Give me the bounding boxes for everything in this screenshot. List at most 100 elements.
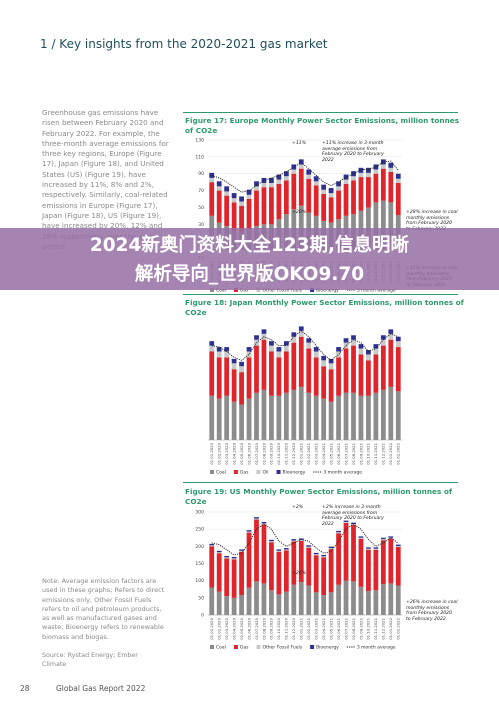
bar-segment (276, 549, 282, 551)
bar-segment (373, 548, 379, 550)
bar-segment (261, 187, 267, 225)
bar-segment (336, 530, 341, 533)
bar-segment (269, 542, 274, 591)
bar-segment (239, 550, 244, 552)
bar-segment (321, 398, 327, 440)
bar-segment (261, 329, 267, 334)
x-tick-label: 01.08.2021 (351, 617, 356, 639)
bar-segment (209, 587, 215, 615)
bar-segment (343, 348, 349, 393)
bar-segment (216, 553, 222, 592)
bar-segment (276, 183, 282, 220)
bar-segment (254, 186, 259, 191)
bar-segment (283, 341, 289, 346)
bar-segment (224, 558, 230, 597)
x-tick-label: 01.08.2020 (261, 442, 266, 464)
bar-segment (209, 543, 215, 546)
bar-segment (366, 172, 371, 178)
bar-segment (298, 159, 304, 165)
note: Note: Average emission factors are used … (42, 577, 165, 641)
x-tick-label: 01.11.2020 (284, 617, 289, 639)
bar-segment (269, 177, 274, 183)
legend-swatch (276, 470, 281, 474)
x-tick-label: 01.02.2021 (306, 617, 311, 639)
bar-segment (313, 347, 319, 352)
x-tick-label: 01.10.2020 (276, 617, 281, 639)
bar-segment (269, 187, 274, 225)
legend-label: Gas (240, 645, 249, 651)
x-tick-label: 01.09.2021 (358, 442, 363, 464)
bar-segment (239, 595, 244, 615)
bar-segment (231, 597, 237, 615)
bar-segment (343, 520, 349, 522)
bar-segment (343, 179, 349, 184)
bar-segment (239, 205, 244, 233)
bar-segment (291, 342, 297, 390)
bar-segment (254, 345, 259, 393)
bar-segment (224, 596, 230, 615)
bar-segment (209, 177, 215, 183)
bar-segment (328, 592, 334, 615)
x-tick-label: 01.09.2020 (269, 442, 274, 464)
bar-segment (328, 363, 334, 370)
bar-segment (216, 591, 222, 615)
bar-segment (224, 347, 230, 352)
legend-label: Gas (240, 288, 249, 294)
bar-segment (254, 581, 259, 615)
bar-segment (246, 531, 252, 533)
bar-segment (336, 347, 341, 352)
bar-segment (291, 540, 297, 542)
bar-segment (306, 545, 312, 547)
bar-segment (224, 351, 230, 358)
x-tick-label: 01.04.2020 (231, 617, 236, 639)
bar-segment (291, 541, 297, 585)
bar-segment (380, 537, 386, 540)
bar-segment (380, 159, 386, 165)
bar-segment (269, 395, 274, 440)
legend-swatch (256, 470, 261, 474)
bar-segment (239, 551, 244, 596)
x-tick-label: 01.06.2020 (246, 617, 251, 639)
average-line (211, 330, 399, 361)
bar-segment (283, 550, 289, 592)
bar-segment (366, 354, 371, 361)
bar-segment (328, 369, 334, 402)
bar-segment (321, 554, 327, 557)
bar-segment (321, 595, 327, 615)
bar-segment (216, 190, 222, 223)
bar-segment (388, 537, 394, 539)
bar-segment (291, 173, 297, 210)
bar-segment (291, 336, 297, 343)
x-tick-label: 01.07.2021 (343, 617, 348, 639)
bar-segment (373, 354, 379, 393)
bar-segment (224, 191, 230, 196)
bar-segment (380, 345, 386, 390)
bar-segment (231, 202, 237, 232)
x-tick-label: 01.11.2021 (373, 617, 378, 639)
bar-segment (306, 178, 312, 213)
bar-segment (298, 330, 304, 337)
bar-segment (216, 398, 222, 440)
y-tick-label: 90 (198, 171, 204, 177)
x-tick-label: 01.05.2020 (239, 442, 244, 464)
bar-segment (351, 525, 356, 582)
report-name: Global Gas Report 2022 (56, 684, 146, 693)
bar-segment (224, 195, 230, 226)
annotation: +26% (292, 571, 307, 576)
y-tick-label: 130 (195, 138, 204, 144)
x-tick-label: 01.08.2021 (351, 442, 356, 464)
y-tick-label: 100 (195, 578, 204, 584)
y-tick-label: 300 (195, 510, 204, 516)
bar-segment (313, 554, 319, 556)
legend-label: 3 month average (357, 288, 396, 294)
bar-segment (283, 180, 289, 215)
bar-segment (246, 357, 252, 399)
bar-segment (336, 395, 341, 440)
bar-segment (254, 519, 259, 582)
bar-segment (380, 540, 386, 585)
x-tick-label: 01.04.2020 (231, 442, 236, 464)
bar-segment (366, 395, 371, 440)
bar-segment (388, 202, 394, 250)
bar-segment (269, 539, 274, 542)
bar-segment (351, 522, 356, 525)
